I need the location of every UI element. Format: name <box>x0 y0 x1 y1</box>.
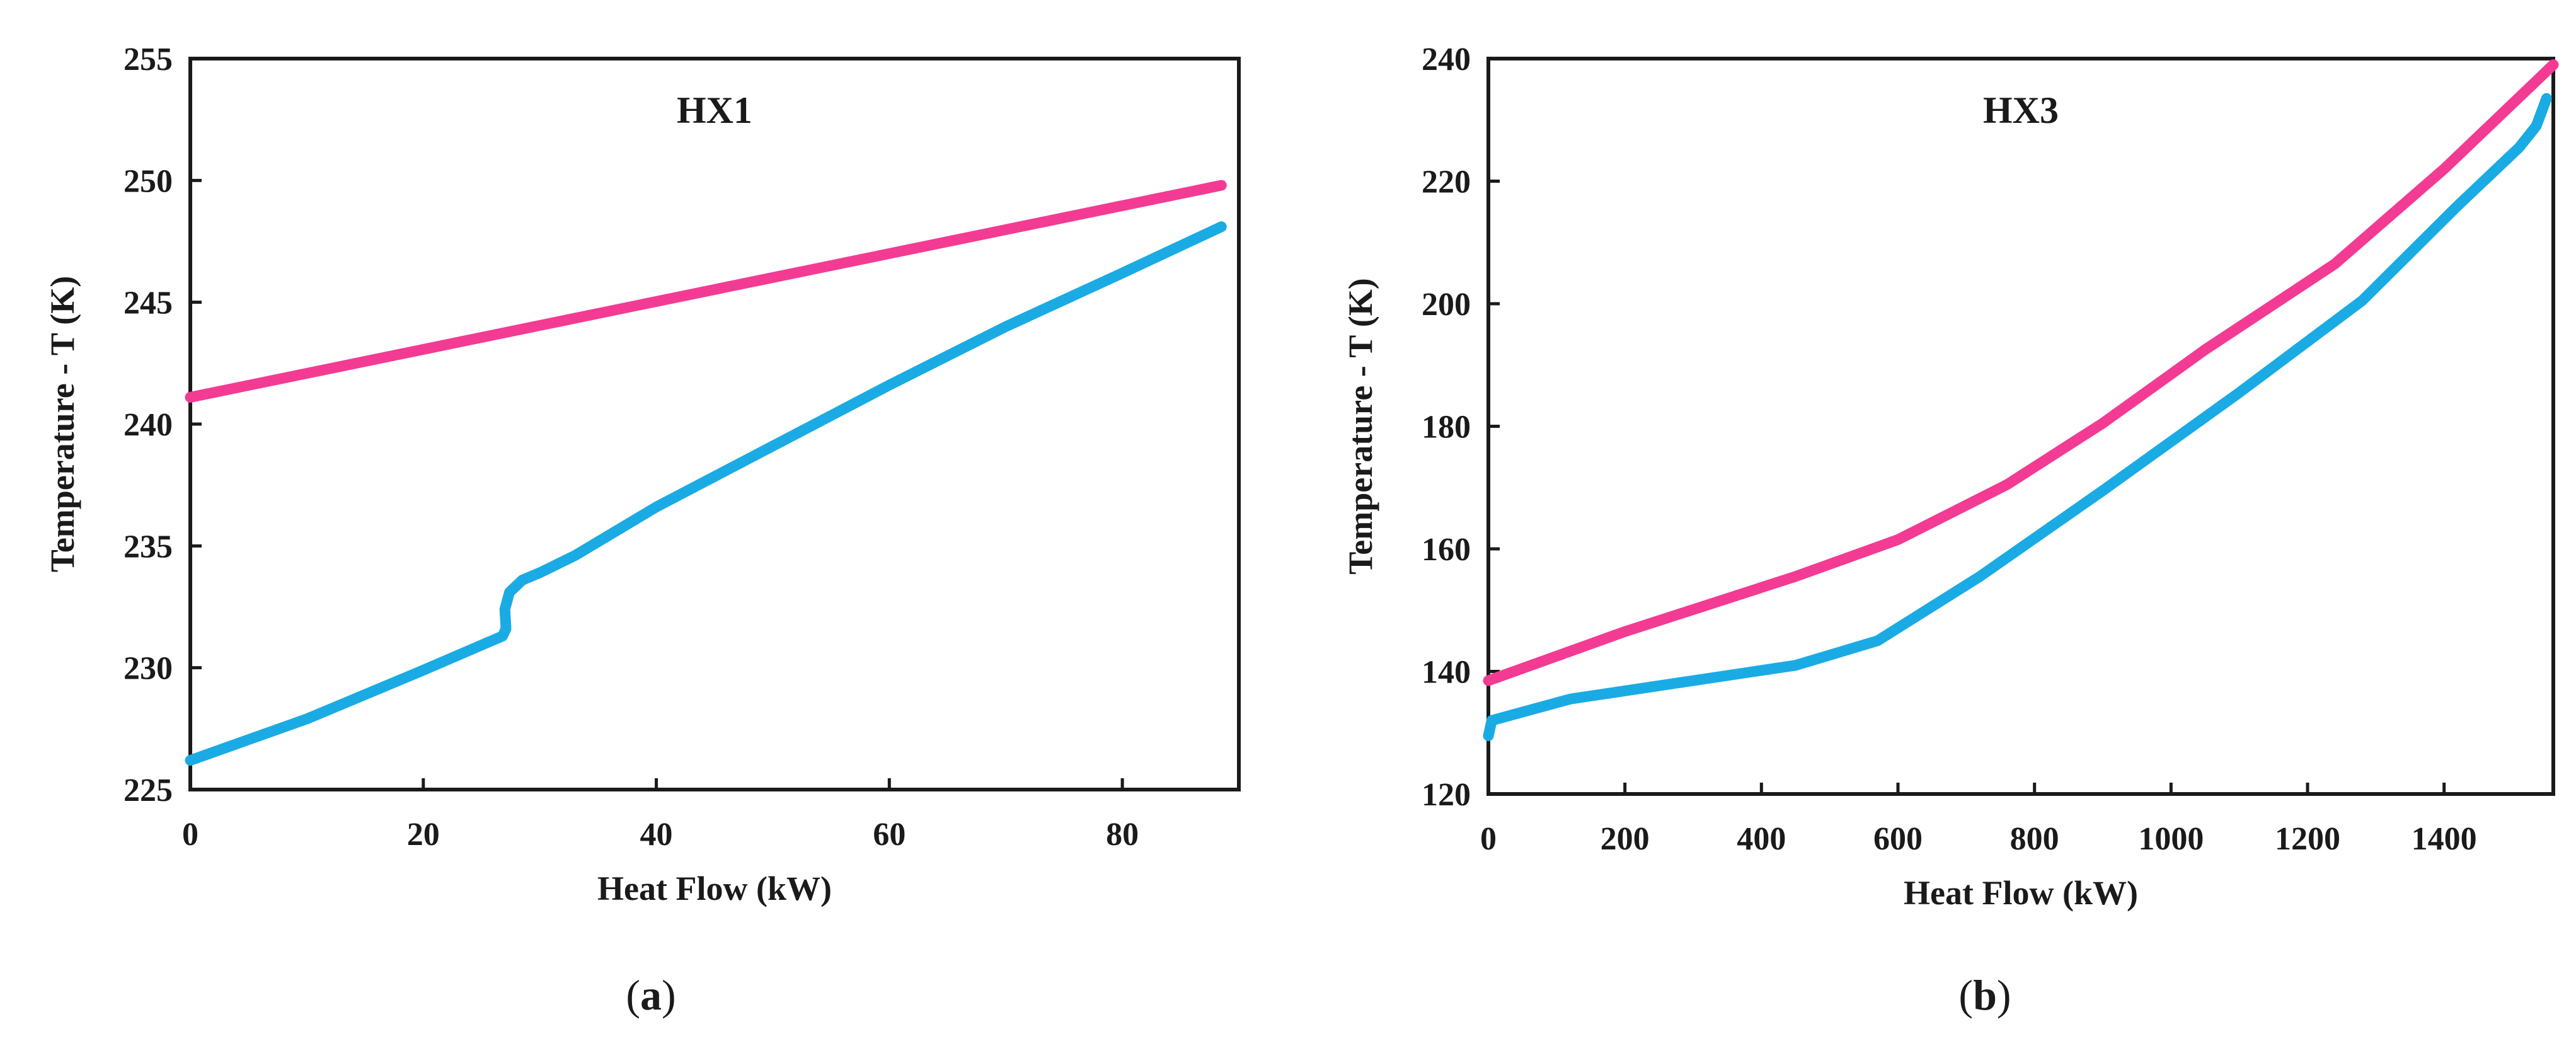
y-tick-label: 180 <box>1422 410 1471 446</box>
chart-title: HX3 <box>1983 89 2059 131</box>
series-group <box>185 180 1227 766</box>
chart-panel-a: HX1 Heat Flow (kW) Temperature - T (K) 0… <box>43 42 1241 1019</box>
y-tick-label: 240 <box>124 407 173 443</box>
y-tick-label: 250 <box>124 163 173 199</box>
x-tick-label: 0 <box>182 817 198 853</box>
x-axis-label: Heat Flow (kW) <box>597 870 832 907</box>
y-tick-label: 255 <box>124 42 173 78</box>
x-tick-label: 80 <box>1106 817 1139 853</box>
x-tick-label: 800 <box>2010 821 2059 857</box>
series-line-1 <box>185 180 1227 403</box>
panel-caption-letter: a <box>640 971 662 1019</box>
panel-caption: (b) <box>1958 971 2011 1019</box>
x-tick-label: 600 <box>1873 821 1923 857</box>
y-axis-ticks: 120 140 160 180 200 220 240 <box>1422 42 1500 813</box>
chart-panel-b: HX3 Heat Flow (kW) Temperature - T (K) 0… <box>1342 42 2559 1019</box>
plot-area-frame <box>188 57 1241 791</box>
y-axis-label: Temperature - T (K) <box>1342 278 1379 574</box>
y-axis-ticks: 225 230 235 240 245 250 255 <box>124 42 202 808</box>
x-axis-ticks: 0 20 40 60 80 <box>182 778 1139 853</box>
y-tick-label: 225 <box>124 773 173 808</box>
series-line-2 <box>1483 93 2552 742</box>
y-tick-label: 200 <box>1422 287 1471 323</box>
y-tick-label: 230 <box>124 651 173 687</box>
x-tick-label: 40 <box>640 817 673 853</box>
y-tick-label: 240 <box>1422 42 1471 78</box>
x-tick-label: 400 <box>1737 821 1786 857</box>
y-tick-label: 160 <box>1422 532 1471 568</box>
x-tick-label: 0 <box>1480 821 1497 857</box>
y-tick-label: 120 <box>1422 777 1471 813</box>
x-tick-label: 20 <box>407 817 440 853</box>
y-axis-label: Temperature - T (K) <box>43 276 81 572</box>
x-tick-label: 200 <box>1601 821 1650 857</box>
x-tick-label: 60 <box>873 817 906 853</box>
y-tick-label: 235 <box>124 529 173 565</box>
x-axis-label: Heat Flow (kW) <box>1904 874 2138 912</box>
series-line-1 <box>1483 59 2559 686</box>
series-group <box>1483 59 2559 742</box>
x-tick-label: 1400 <box>2412 821 2477 857</box>
y-tick-label: 245 <box>124 285 173 321</box>
panel-caption-letter: b <box>1973 971 1997 1019</box>
series-line-2 <box>185 221 1227 766</box>
y-tick-label: 220 <box>1422 164 1471 200</box>
chart-title: HX1 <box>677 89 752 131</box>
panel-caption: (a) <box>626 971 676 1019</box>
x-tick-label: 1200 <box>2275 821 2340 857</box>
y-tick-label: 140 <box>1422 655 1471 691</box>
x-tick-label: 1000 <box>2138 821 2204 857</box>
x-axis-ticks: 0 200 400 600 800 1000 1200 1400 <box>1480 783 2477 857</box>
